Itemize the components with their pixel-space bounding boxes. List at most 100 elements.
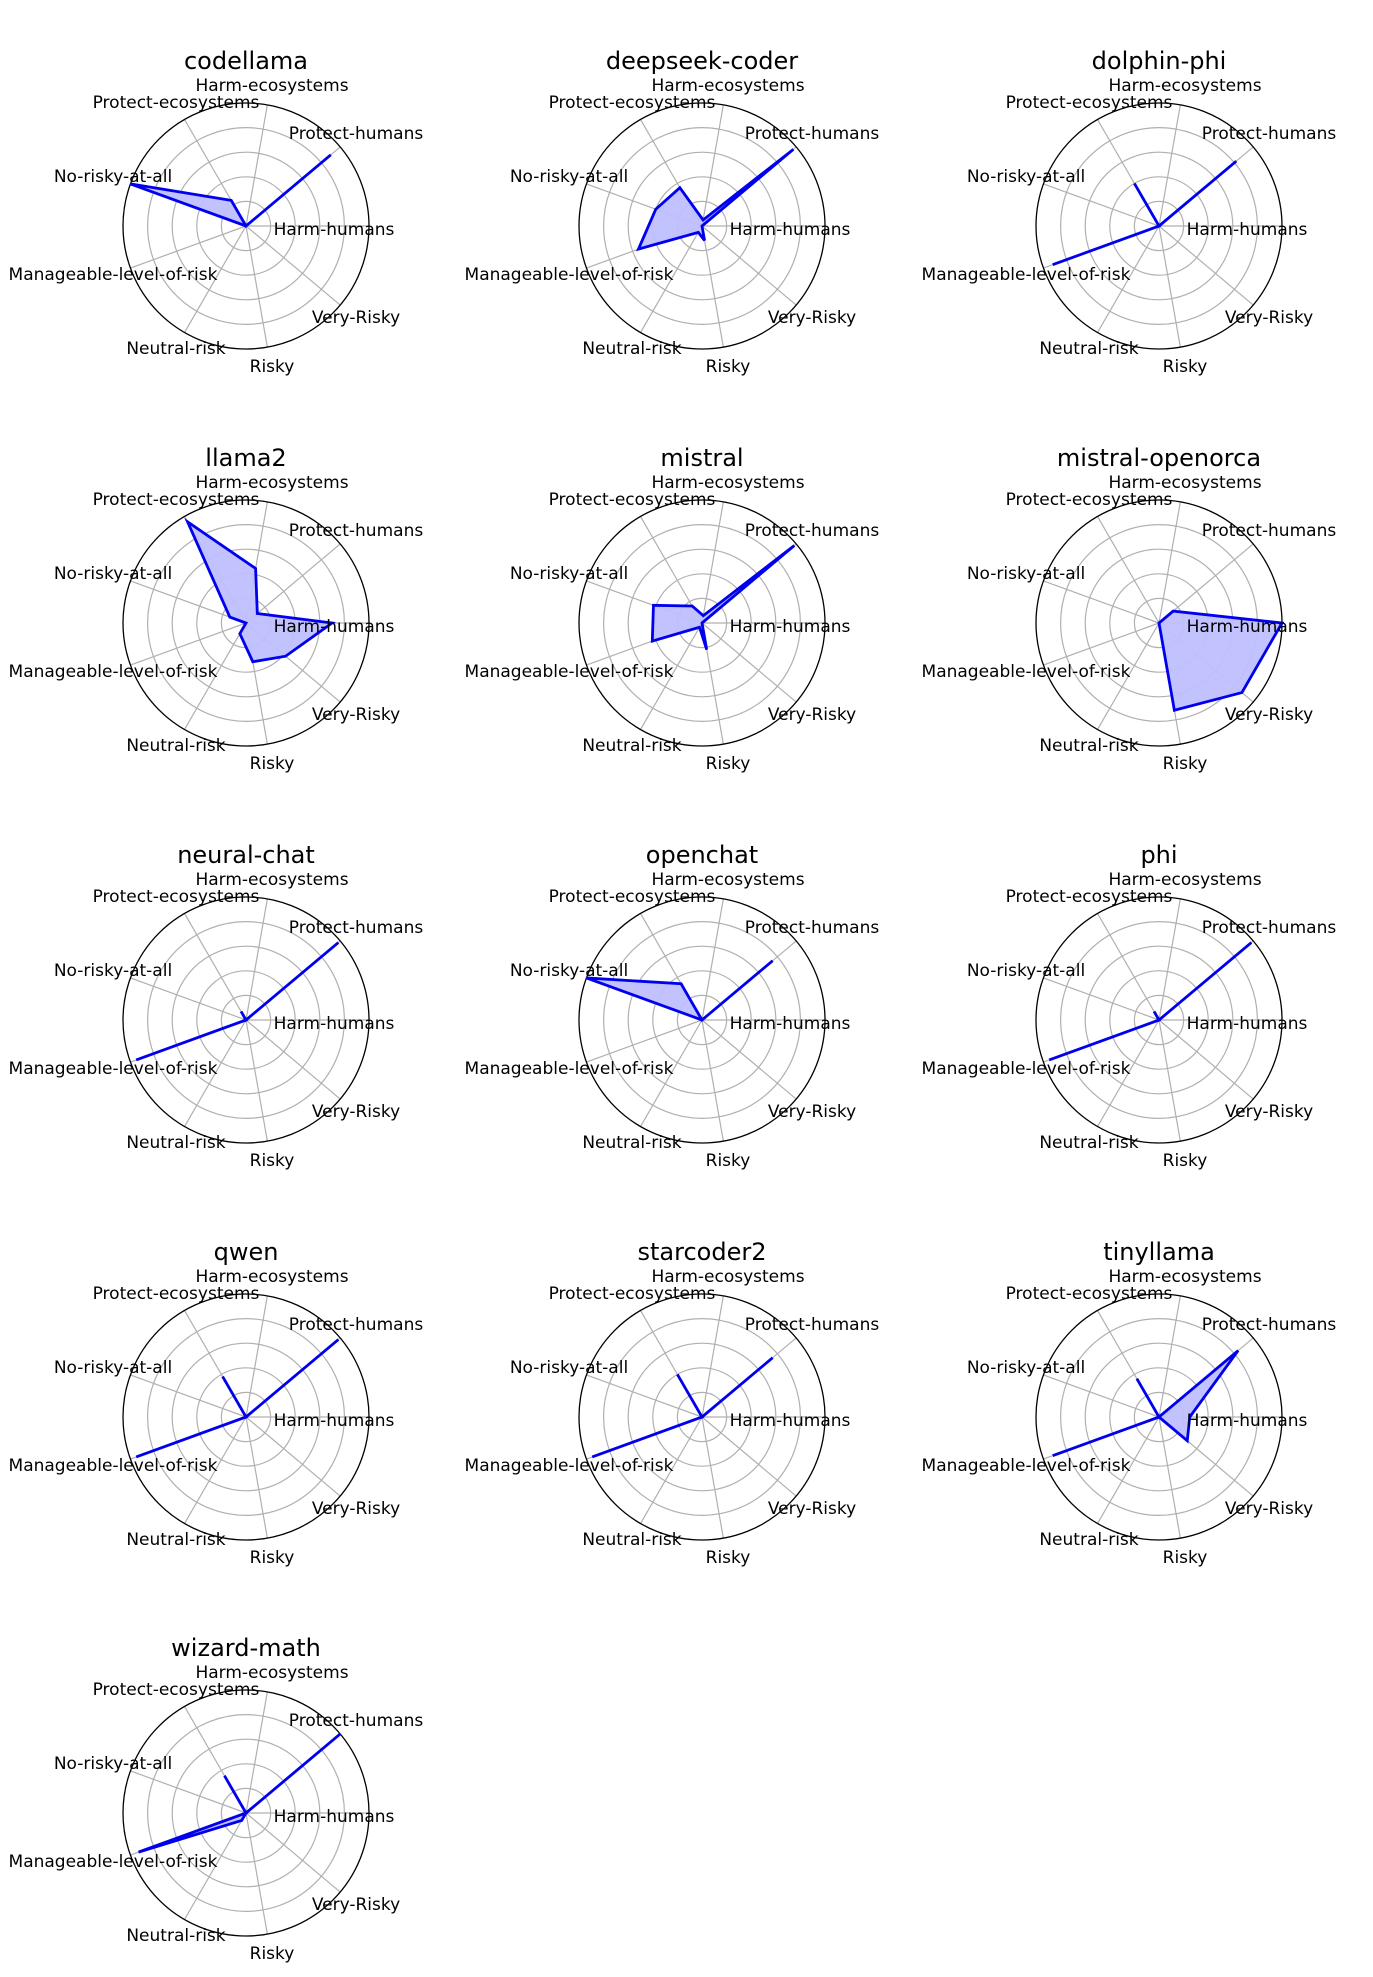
grid-spoke	[639, 622, 703, 730]
axis-label: Manageable-level-of-risk	[465, 1456, 674, 1476]
grid-spoke	[1158, 1019, 1181, 1142]
axis-label: Harm-ecosystems	[651, 870, 804, 890]
grid-spoke	[183, 1416, 247, 1524]
axis-label: Protect-ecosystems	[549, 1284, 716, 1304]
panel-title: openchat	[646, 841, 758, 869]
grid-spoke	[183, 913, 247, 1021]
axis-label: Manageable-level-of-risk	[9, 1059, 218, 1079]
axis-label: Protect-humans	[745, 918, 880, 938]
series-fill	[586, 960, 773, 1020]
axis-label: Risky	[706, 357, 751, 377]
grid-spoke	[245, 225, 341, 306]
grid-spoke	[701, 898, 724, 1021]
axis-label: Harm-ecosystems	[1108, 473, 1261, 493]
grid-spoke	[1096, 225, 1160, 333]
axis-label: Harm-ecosystems	[195, 1663, 348, 1683]
axis-label: No-risky-at-all	[510, 167, 628, 187]
panel-title: llama2	[205, 444, 286, 472]
axis-label: Neutral-risk	[1039, 339, 1138, 359]
polar-frame	[1035, 896, 1283, 1144]
axis-label: Protect-ecosystems	[549, 93, 716, 113]
grid-spoke	[130, 1770, 247, 1814]
axis-label: Manageable-level-of-risk	[465, 662, 674, 682]
series-line	[1157, 609, 1285, 712]
grid-spoke	[701, 1416, 724, 1539]
axis-label: Manageable-level-of-risk	[9, 1852, 218, 1872]
grid-spoke	[701, 622, 797, 703]
grid-spoke	[1158, 543, 1254, 624]
axis-label: Protect-ecosystems	[93, 1284, 260, 1304]
grid-spoke	[1043, 183, 1160, 227]
axis-label: Neutral-risk	[582, 1530, 681, 1550]
radar-panel-dolphin-phi: Harm-humans Protect-humans Harm-ecosystems…	[922, 47, 1337, 377]
axis-label: Protect-humans	[745, 521, 880, 541]
axis-label: Very-Risky	[312, 1499, 400, 1519]
polar-frame	[578, 499, 826, 747]
axis-label: Neutral-risk	[1039, 736, 1138, 756]
grid-spoke	[639, 1416, 703, 1524]
axis-label: Risky	[1163, 1151, 1208, 1171]
grid-spoke	[701, 225, 724, 348]
series-fill	[1159, 611, 1282, 711]
radar-panel-codellama: Harm-humans Protect-humans Harm-ecosystems…	[9, 47, 424, 377]
radar-panel-qwen: Harm-humans Protect-humans Harm-ecosystems…	[9, 1238, 424, 1568]
series-line	[184, 517, 336, 664]
axis-label: Neutral-risk	[126, 1133, 225, 1153]
axis-label: Risky	[1163, 357, 1208, 377]
axis-label: Risky	[250, 357, 295, 377]
radar-panel-llama2: Harm-humans Protect-humans Harm-ecosystems…	[9, 444, 424, 774]
radar-panel-wizard-math: Harm-humans Protect-humans Harm-ecosystems…	[9, 1634, 424, 1964]
grid-spoke	[245, 1295, 268, 1418]
polar-frame	[122, 1293, 370, 1541]
grid-spoke	[1158, 104, 1181, 227]
radar-panel-deepseek-coder: Harm-humans Protect-humans Harm-ecosystems…	[465, 47, 880, 377]
grid-spoke	[1158, 1416, 1181, 1539]
axis-label: Protect-humans	[289, 1315, 424, 1335]
series-line	[138, 1732, 342, 1854]
grid-spoke	[245, 543, 341, 624]
axis-label: Protect-ecosystems	[1006, 490, 1173, 510]
grid-spoke	[1158, 225, 1254, 306]
series-line	[650, 544, 796, 651]
grid-spoke	[130, 977, 247, 1021]
axis-label: Protect-humans	[289, 1711, 424, 1731]
panel-title: starcoder2	[638, 1238, 767, 1266]
axis-label: Protect-ecosystems	[1006, 887, 1173, 907]
grid-spoke	[245, 104, 268, 227]
grid-spoke	[586, 1019, 703, 1063]
series-line	[135, 1338, 340, 1459]
grid-spoke	[1096, 913, 1160, 1021]
axis-label: Risky	[250, 1548, 295, 1568]
grid-spoke	[701, 1019, 797, 1100]
axis-label: Harm-humans	[1187, 220, 1308, 240]
axis-label: Very-Risky	[1225, 1102, 1313, 1122]
axis-label: Risky	[1163, 754, 1208, 774]
grid-spoke	[1096, 1416, 1160, 1524]
grid-spoke	[130, 580, 247, 624]
axis-label: Protect-ecosystems	[93, 1680, 260, 1700]
axis-label: Risky	[706, 1548, 751, 1568]
panel-title: phi	[1140, 841, 1177, 869]
grid-spoke	[183, 622, 247, 730]
grid-spoke	[701, 501, 724, 624]
polar-frame	[1035, 1293, 1283, 1541]
polar-frame	[1035, 102, 1283, 350]
grid-spoke	[183, 1019, 247, 1127]
axis-label: Harm-humans	[1187, 1411, 1308, 1431]
axis-label: No-risky-at-all	[54, 1754, 172, 1774]
axis-label: Harm-humans	[274, 617, 395, 637]
panel-title: dolphin-phi	[1092, 47, 1227, 75]
polar-frame	[122, 1689, 370, 1937]
panel-title: neural-chat	[177, 841, 315, 869]
axis-label: Manageable-level-of-risk	[922, 662, 1131, 682]
grid-spoke	[183, 1812, 247, 1920]
axis-label: Harm-humans	[730, 1014, 851, 1034]
axis-label: Very-Risky	[768, 705, 856, 725]
axis-label: Harm-humans	[274, 1411, 395, 1431]
polar-frame	[122, 896, 370, 1144]
grid-spoke	[130, 225, 247, 269]
axis-label: Protect-ecosystems	[93, 93, 260, 113]
axis-label: Manageable-level-of-risk	[465, 265, 674, 285]
series-line	[591, 1356, 774, 1459]
